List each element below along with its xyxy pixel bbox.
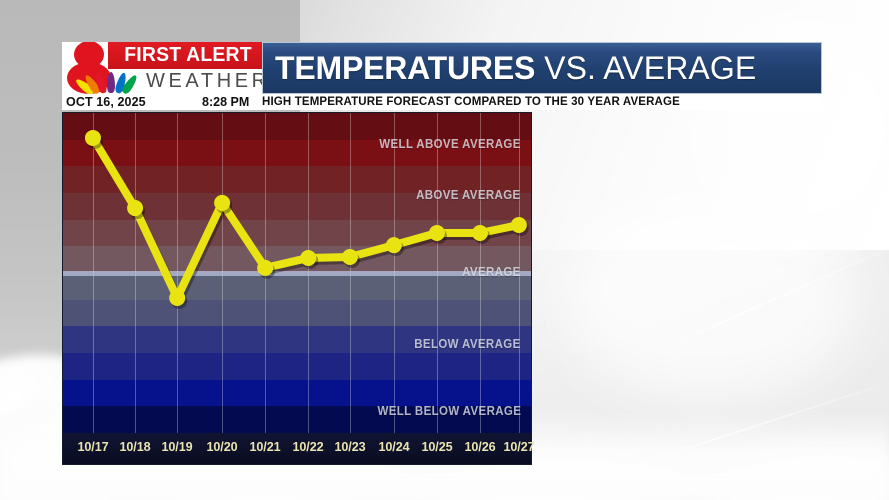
header: FIRST ALERT WEATHER TEMPERATURES VS. AVE… (62, 42, 822, 110)
nbc-peacock-icon (73, 69, 140, 94)
chart-band (63, 273, 531, 301)
data-point-10-23[interactable] (341, 249, 358, 265)
chart-band (63, 379, 531, 407)
x-tick-10-25: 10/25 (421, 439, 453, 454)
data-point-10-17[interactable] (84, 129, 101, 146)
data-point-10-20[interactable] (214, 194, 231, 211)
first-alert-banner (108, 42, 262, 69)
band-label-below-average: BELOW AVERAGE (414, 337, 521, 351)
data-point-10-19[interactable] (169, 289, 186, 306)
page-title: TEMPERATURES (275, 49, 536, 86)
x-tick-10-23: 10/23 (334, 439, 366, 454)
x-tick-10-26: 10/26 (464, 439, 496, 454)
page-subtitle: VS. AVERAGE (544, 49, 757, 86)
series-line (88, 133, 523, 302)
x-tick-10-21: 10/21 (249, 439, 281, 454)
band-label-above-average: ABOVE AVERAGE (416, 187, 521, 202)
chart-band (63, 353, 531, 381)
data-point-10-25[interactable] (428, 225, 445, 241)
data-point-10-26[interactable] (471, 225, 488, 241)
band-label-well-below-average: WELL BELOW AVERAGE (377, 403, 521, 418)
chart-x-axis: 10/17 10/18 10/19 10/20 10/21 10/22 10/23 10/24… (63, 433, 535, 464)
info-bar: OCT 16, 2025 8:28 PM HIGH TEMPERATURE FO… (62, 94, 822, 110)
average-reference-line (63, 271, 531, 276)
temperature-series (84, 129, 529, 309)
first-alert-label: FIRST ALERT (124, 44, 252, 66)
data-point-10-22[interactable] (300, 249, 317, 266)
x-tick-10-24: 10/24 (378, 439, 410, 454)
weather-label: WEATHER (146, 70, 262, 92)
description-label: HIGH TEMPERATURE FORECAST COMPARED TO TH… (262, 96, 680, 108)
data-point-10-24[interactable] (385, 237, 402, 254)
data-point-10-21[interactable] (257, 259, 274, 276)
data-point-10-27[interactable] (510, 217, 527, 233)
chart-band (63, 299, 531, 327)
time-label: 8:28 PM (202, 95, 250, 109)
title-bar: TEMPERATURES VS. AVERAGE (262, 42, 822, 94)
chart-band (63, 406, 531, 433)
band-label-average: AVERAGE (462, 265, 521, 279)
temperature-chart: WELL ABOVE AVERAGE ABOVE AVERAGE AVERAGE BE… (62, 112, 535, 465)
x-tick-10-18: 10/18 (119, 439, 151, 454)
x-tick-10-22: 10/22 (292, 439, 324, 454)
chart-band (63, 326, 531, 354)
date-label: OCT 16, 2025 (66, 95, 146, 109)
x-tick-10-27: 10/27 (503, 439, 535, 454)
x-tick-10-20: 10/20 (206, 439, 238, 454)
x-tick-10-17: 10/17 (77, 439, 109, 454)
chart-band (63, 139, 531, 167)
chart-band (63, 166, 531, 194)
chart-plot-area: WELL ABOVE AVERAGE ABOVE AVERAGE AVERAGE BE… (63, 113, 531, 433)
chart-band (63, 113, 531, 141)
band-label-well-above-average: WELL ABOVE AVERAGE (379, 137, 521, 151)
data-point-10-18[interactable] (127, 200, 144, 217)
station-logo: FIRST ALERT WEATHER (62, 42, 262, 94)
x-tick-10-19: 10/19 (161, 439, 193, 454)
